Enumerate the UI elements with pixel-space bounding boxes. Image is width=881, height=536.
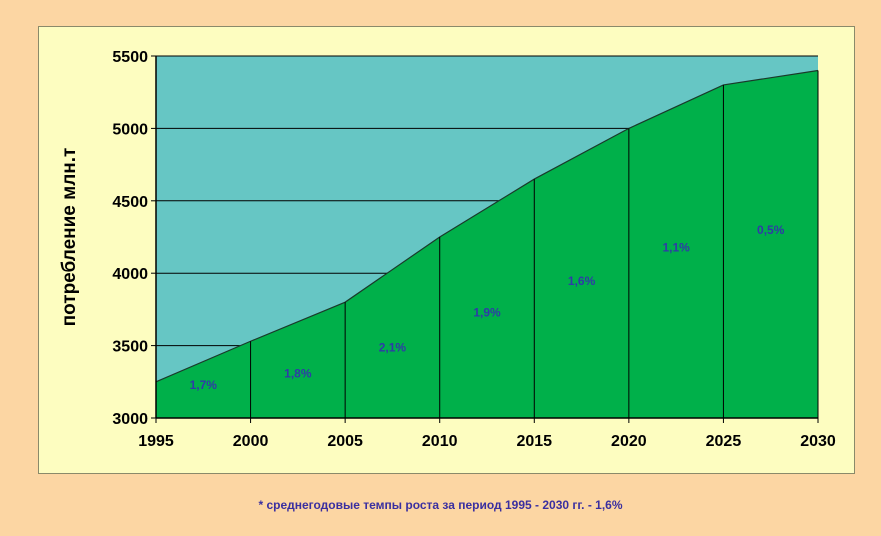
y-tick-label-3000: 3000 xyxy=(112,411,148,428)
x-tick-label-2030: 2030 xyxy=(800,433,836,450)
segment-label-2: 1,8% xyxy=(284,366,312,380)
x-tick-label-1995: 1995 xyxy=(138,433,174,450)
consumption-line xyxy=(155,69,819,383)
x-tick-label-2005: 2005 xyxy=(327,433,363,450)
segment-label-1: 1,7% xyxy=(190,378,218,392)
segment-label-5: 1,6% xyxy=(568,274,596,288)
x-tick-label-2015: 2015 xyxy=(516,433,552,450)
y-tick-label-4500: 4500 xyxy=(112,194,148,211)
consumption-area-chart: 3000 3500 4000 4500 5000 5500 1995 2000 2005 2010… xyxy=(59,49,836,450)
y-tick-label-4000: 4000 xyxy=(112,266,148,283)
segment-label-3: 2,1% xyxy=(379,340,407,354)
x-tick-label-2020: 2020 xyxy=(611,433,647,450)
x-tick-label-2025: 2025 xyxy=(706,433,742,450)
y-tick-label-3500: 3500 xyxy=(112,339,148,356)
x-tick-label-2010: 2010 xyxy=(422,433,458,450)
y-axis-title: потребление млн.т xyxy=(59,148,80,327)
segment-label-6: 1,1% xyxy=(662,240,690,254)
y-tick-label-5000: 5000 xyxy=(112,121,148,138)
x-tick-label-2000: 2000 xyxy=(233,433,269,450)
consumption-area xyxy=(156,70,818,419)
y-tick-label-5500: 5500 xyxy=(112,49,148,66)
segment-label-4: 1,9% xyxy=(473,306,501,320)
chart-panel: 3000 3500 4000 4500 5000 5500 1995 2000 2005 2010… xyxy=(38,26,855,474)
segment-label-7: 0,5% xyxy=(757,223,785,237)
footnote: * среднегодовые темпы роста за период 19… xyxy=(258,498,623,512)
